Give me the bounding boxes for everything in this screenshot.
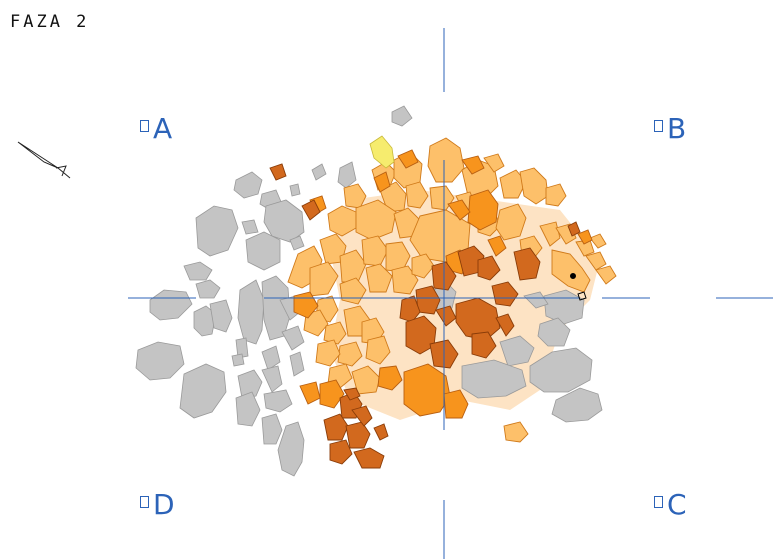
corner-label-c: C: [654, 488, 687, 521]
find-marker: [570, 273, 587, 301]
north-arrow-icon: [17, 141, 71, 179]
stone-layer: [135, 105, 603, 477]
corner-letter-d: D: [153, 488, 175, 521]
corner-marker: [140, 120, 149, 132]
corner-marker: [654, 120, 663, 132]
yellow-layer: [369, 135, 395, 169]
corner-marker: [140, 496, 149, 508]
corner-marker: [654, 496, 663, 508]
corner-label-b: B: [654, 112, 686, 145]
corner-label-a: A: [140, 112, 172, 145]
survey-grid: [128, 28, 773, 559]
corner-label-d: D: [140, 488, 175, 521]
corner-letter-c: C: [667, 488, 687, 521]
corner-letter-b: B: [667, 112, 687, 145]
page-title: FAZA 2: [10, 12, 90, 32]
corner-letter-a: A: [153, 112, 173, 145]
